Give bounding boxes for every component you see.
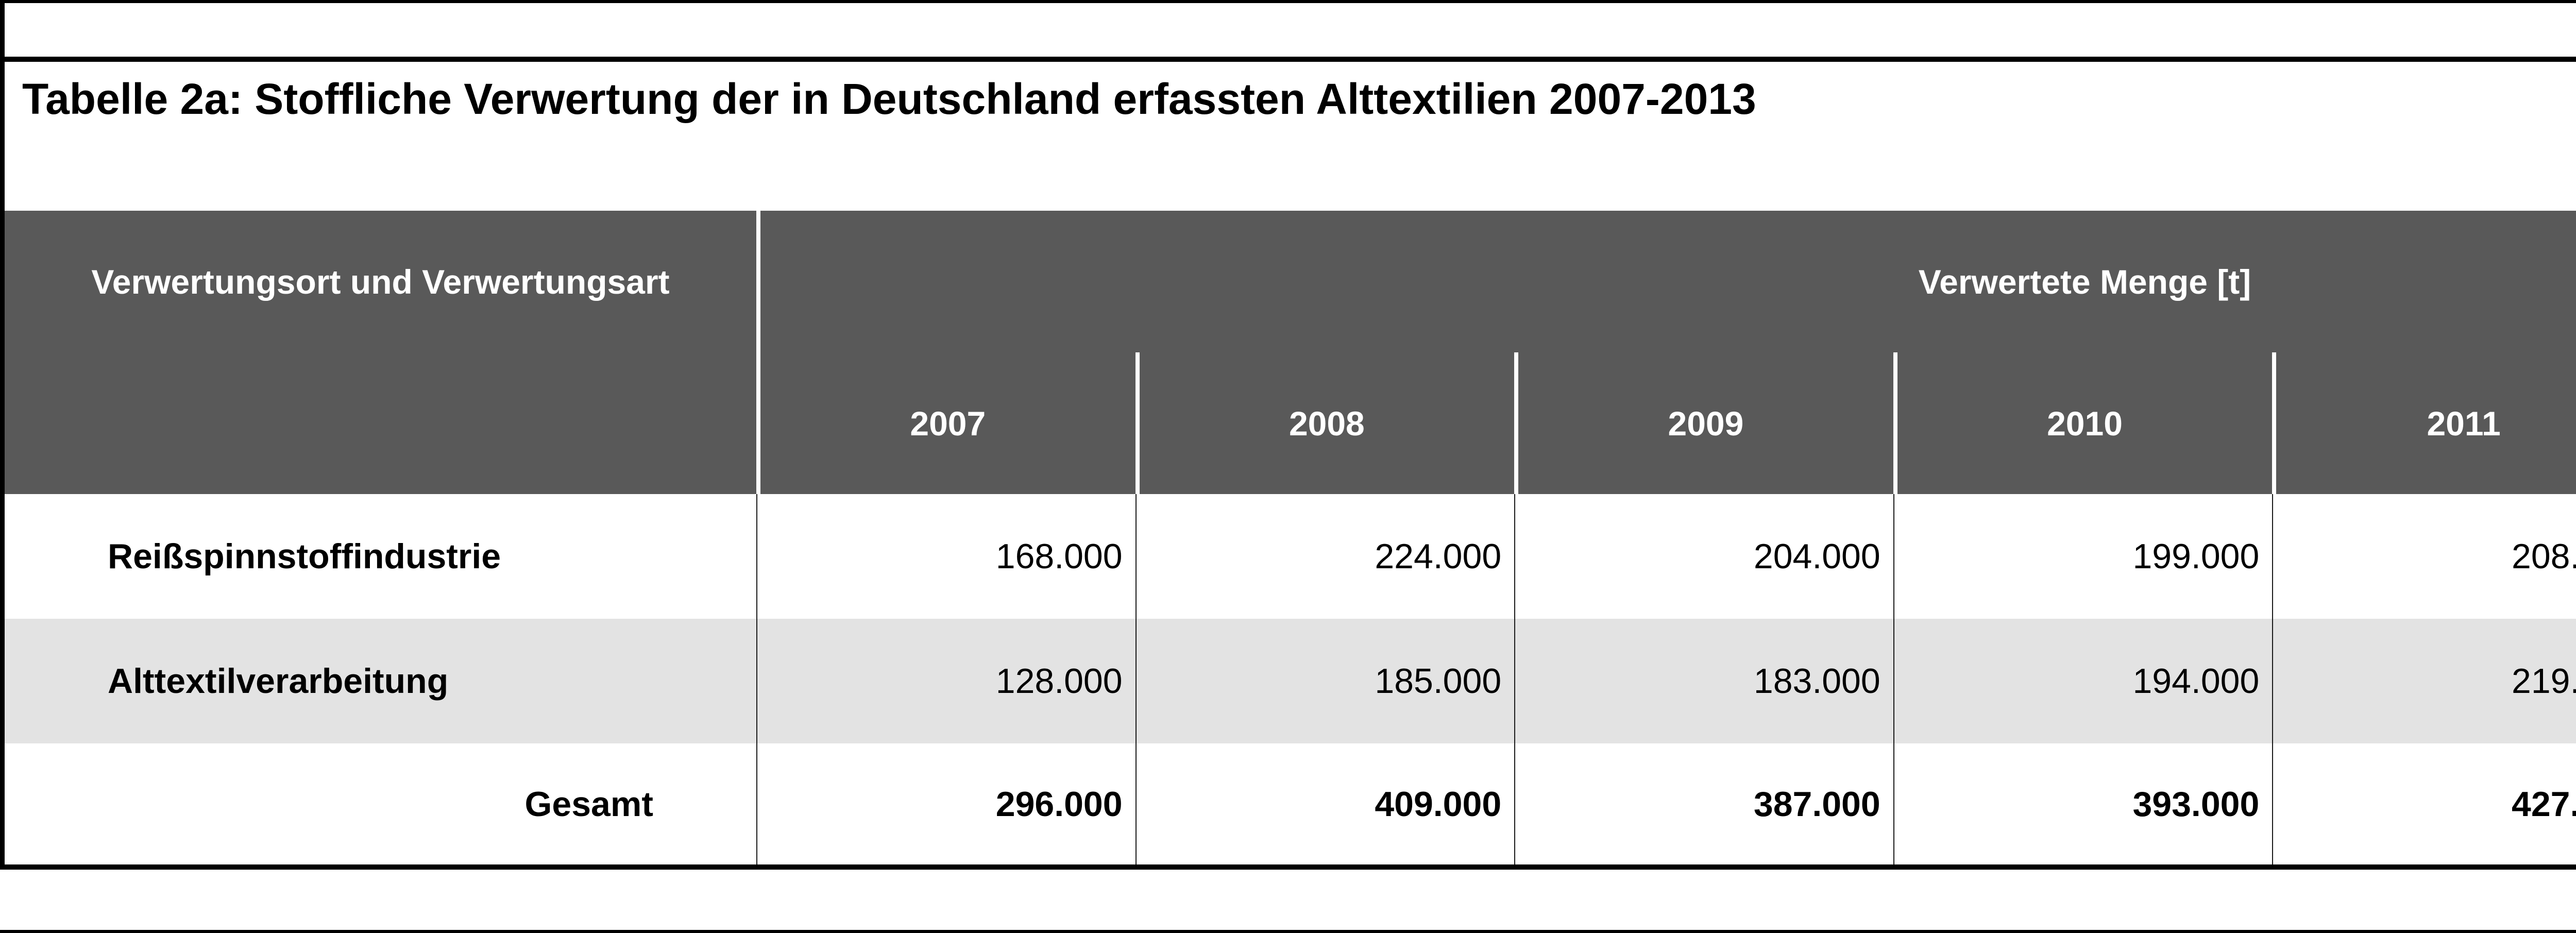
table-row-gesamt: Gesamt 296.000 409.000 387.000 393.000 4… — [0, 743, 2576, 864]
footer-row: Quelle: Umweltbundesamt, FKZ 3714 93 316… — [0, 870, 2576, 930]
title-row: Tabelle 2a: Stoffliche Verwertung der in… — [0, 62, 2576, 211]
top-border — [0, 0, 2576, 3]
cell-value: 393.000 — [1893, 743, 2273, 864]
cell-value: 387.000 — [1514, 743, 1893, 864]
row-label: Gesamt — [524, 784, 653, 824]
cell-value: 194.000 — [1893, 619, 2273, 743]
header-spacer-cell — [5, 352, 756, 494]
column-header-verwertungsort: Verwertungsort und Verwertungsart — [91, 262, 670, 301]
title-top-rule — [0, 57, 2576, 62]
cell-value: 185.000 — [1135, 619, 1515, 743]
row-label: Reißspinnstoffindustrie — [108, 537, 501, 576]
table-row-alttextilverarbeitung: Alttextilverarbeitung 128.000 185.000 18… — [0, 619, 2576, 743]
year-header-2009: 2009 — [1514, 352, 1893, 494]
cell-value: 427.000 — [2272, 743, 2576, 864]
row-label: Alttextilverarbeitung — [108, 661, 449, 701]
year-header-2011: 2011 — [2272, 352, 2576, 494]
cell-value: 199.000 — [1893, 494, 2273, 619]
column-group-header-menge: Verwertete Menge [t] — [756, 211, 2576, 352]
cell-value: 224.000 — [1135, 494, 1515, 619]
bottom-border — [0, 930, 2576, 933]
cell-value: 183.000 — [1514, 619, 1893, 743]
table-header: Verwertungsort und Verwertungsart Verwer… — [0, 211, 2576, 494]
cell-value: 219.000 — [2272, 619, 2576, 743]
cell-value: 204.000 — [1514, 494, 1893, 619]
year-header-2010: 2010 — [1893, 352, 2273, 494]
cell-value: 128.000 — [756, 619, 1136, 743]
cell-value: 168.000 — [756, 494, 1136, 619]
page-title: Tabelle 2a: Stoffliche Verwertung der in… — [22, 75, 1756, 123]
table-row-reissspinnstoffindustrie: Reißspinnstoffindustrie 168.000 224.000 … — [0, 494, 2576, 619]
empty-top-strip — [0, 3, 2576, 57]
cell-value: 208.000 — [2272, 494, 2576, 619]
year-header-2007: 2007 — [756, 352, 1136, 494]
footer-top-rule — [0, 864, 2576, 870]
cell-value: 409.000 — [1135, 743, 1515, 864]
year-header-2008: 2008 — [1135, 352, 1515, 494]
cell-value: 296.000 — [756, 743, 1136, 864]
